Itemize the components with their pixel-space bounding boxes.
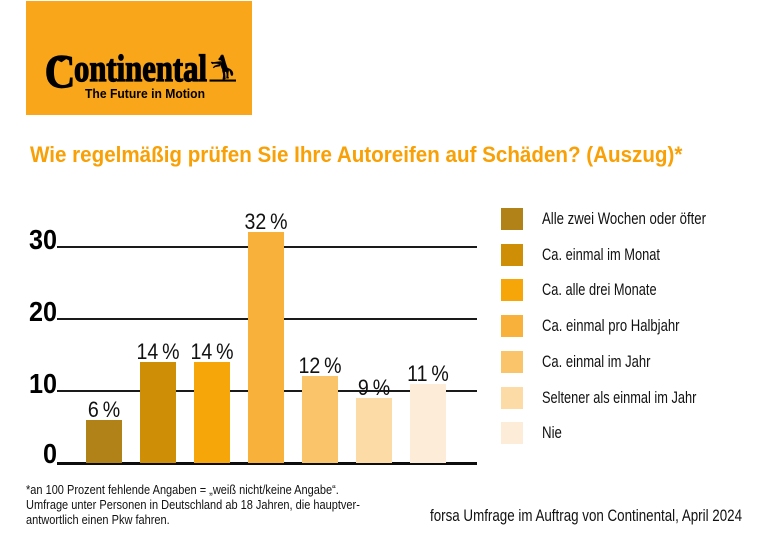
svg-text:C: C xyxy=(45,46,76,99)
svg-text:The Future in Motion: The Future in Motion xyxy=(85,86,205,101)
svg-text:ontinental: ontinental xyxy=(74,48,207,90)
